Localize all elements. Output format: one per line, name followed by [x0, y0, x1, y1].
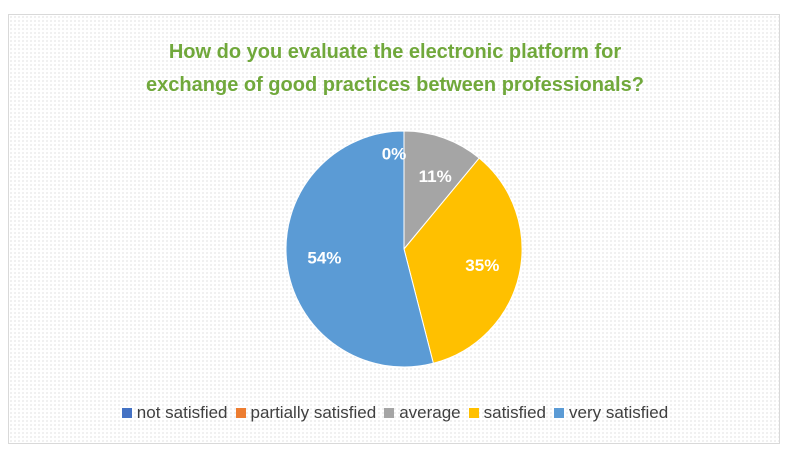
legend-item-not-satisfied: not satisfied [121, 403, 228, 423]
legend-swatch [121, 408, 132, 418]
pie-slice-very-satisfied [285, 130, 434, 368]
data-label-very-satisfied: 54% [307, 249, 341, 268]
chart-title-line-1: How do you evaluate the electronic platf… [168, 41, 622, 63]
legend-swatch [468, 408, 479, 418]
legend-item-partially-satisfied: partially satisfied [235, 403, 377, 423]
pie-chart: 0% 11% 35% 54% [285, 130, 523, 368]
legend: not satisfied partially satisfied averag… [9, 403, 781, 423]
legend-label: satisfied [483, 403, 546, 422]
legend-item-very-satisfied: very satisfied [554, 403, 668, 423]
legend-label: partially satisfied [250, 403, 377, 422]
legend-item-satisfied: satisfied [468, 403, 546, 423]
legend-label: very satisfied [569, 403, 669, 422]
legend-label: not satisfied [136, 403, 228, 422]
legend-item-average: average [384, 403, 461, 423]
data-label-not-satisfied: 0% [382, 144, 407, 163]
pie-slice-average [403, 130, 480, 251]
data-label-satisfied: 35% [465, 256, 499, 275]
chart-area: How do you evaluate the electronic platf… [8, 14, 780, 444]
chart-title-line-2: exchange of good practices between profe… [146, 74, 644, 96]
legend-swatch [554, 408, 564, 418]
legend-swatch [384, 408, 395, 418]
legend-label: average [399, 403, 461, 422]
data-label-average: 11% [419, 167, 452, 186]
pie-slice-satisfied [403, 157, 523, 364]
legend-swatch [235, 408, 246, 418]
